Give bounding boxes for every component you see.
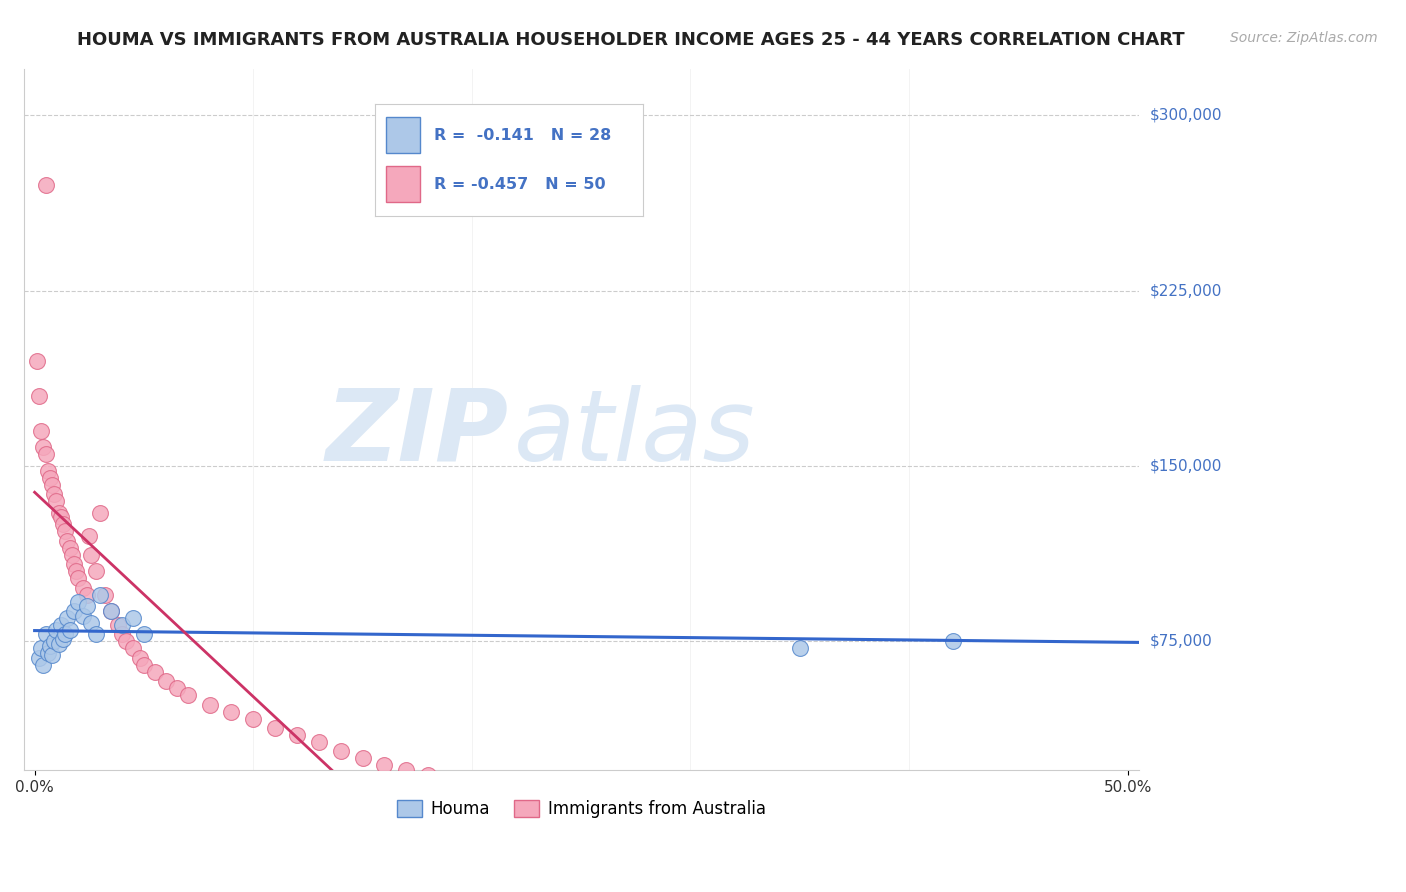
Point bbox=[176, 688, 198, 702]
Point bbox=[30, 641, 52, 656]
Point bbox=[107, 618, 129, 632]
Text: $75,000: $75,000 bbox=[1150, 634, 1212, 648]
Point bbox=[60, 548, 83, 562]
Point bbox=[49, 618, 72, 632]
Point bbox=[53, 627, 76, 641]
Legend: Houma, Immigrants from Australia: Houma, Immigrants from Australia bbox=[389, 793, 772, 825]
Point bbox=[39, 639, 62, 653]
Point bbox=[143, 665, 166, 679]
Point bbox=[59, 623, 82, 637]
Text: HOUMA VS IMMIGRANTS FROM AUSTRALIA HOUSEHOLDER INCOME AGES 25 - 44 YEARS CORRELA: HOUMA VS IMMIGRANTS FROM AUSTRALIA HOUSE… bbox=[77, 31, 1185, 49]
Point bbox=[942, 634, 965, 648]
Point bbox=[28, 650, 51, 665]
Point bbox=[264, 721, 287, 735]
Text: $300,000: $300,000 bbox=[1150, 108, 1222, 123]
Point bbox=[89, 588, 111, 602]
Point bbox=[53, 524, 76, 539]
Point bbox=[128, 650, 150, 665]
Point bbox=[100, 604, 122, 618]
Point bbox=[30, 424, 52, 438]
Point bbox=[56, 611, 79, 625]
Point bbox=[221, 705, 243, 719]
Point bbox=[37, 464, 59, 478]
Point bbox=[373, 758, 395, 772]
Point bbox=[111, 627, 134, 641]
Point bbox=[395, 763, 418, 777]
Point bbox=[285, 728, 308, 742]
Point bbox=[166, 681, 188, 695]
Point bbox=[89, 506, 111, 520]
Point bbox=[93, 588, 115, 602]
Point bbox=[72, 608, 94, 623]
Point bbox=[84, 564, 107, 578]
Point bbox=[67, 571, 90, 585]
Point bbox=[352, 751, 374, 765]
Point bbox=[132, 627, 155, 641]
Text: $150,000: $150,000 bbox=[1150, 458, 1222, 474]
Point bbox=[329, 744, 352, 758]
Point bbox=[242, 712, 264, 726]
Point bbox=[72, 581, 94, 595]
Point bbox=[41, 648, 63, 663]
Point bbox=[418, 767, 440, 781]
Point bbox=[32, 657, 55, 672]
Point bbox=[67, 594, 90, 608]
Point bbox=[44, 487, 66, 501]
Point bbox=[56, 533, 79, 548]
Point bbox=[45, 623, 67, 637]
Point bbox=[39, 471, 62, 485]
Point bbox=[198, 698, 221, 712]
Point bbox=[155, 674, 177, 689]
Point bbox=[111, 618, 134, 632]
Point bbox=[34, 627, 56, 641]
Point bbox=[49, 510, 72, 524]
Point bbox=[122, 611, 145, 625]
Point bbox=[32, 440, 55, 454]
Point bbox=[308, 735, 330, 749]
Point bbox=[84, 627, 107, 641]
Text: Source: ZipAtlas.com: Source: ZipAtlas.com bbox=[1230, 31, 1378, 45]
Point bbox=[34, 178, 56, 193]
Point bbox=[59, 541, 82, 555]
Point bbox=[48, 506, 70, 520]
Point bbox=[132, 657, 155, 672]
Point bbox=[44, 634, 66, 648]
Point bbox=[52, 517, 75, 532]
Point bbox=[48, 637, 70, 651]
Point bbox=[76, 599, 98, 614]
Point bbox=[34, 447, 56, 461]
Text: atlas: atlas bbox=[515, 384, 756, 482]
Point bbox=[52, 632, 75, 646]
Point bbox=[63, 604, 86, 618]
Point bbox=[122, 641, 145, 656]
Point bbox=[28, 389, 51, 403]
Point bbox=[115, 634, 138, 648]
Point bbox=[80, 548, 103, 562]
Point bbox=[41, 477, 63, 491]
Text: $225,000: $225,000 bbox=[1150, 283, 1222, 298]
Point bbox=[80, 615, 103, 630]
Point bbox=[789, 641, 811, 656]
Point bbox=[25, 353, 48, 368]
Point bbox=[100, 604, 122, 618]
Point bbox=[63, 558, 86, 572]
Point bbox=[76, 588, 98, 602]
Point bbox=[37, 646, 59, 660]
Point bbox=[45, 494, 67, 508]
Text: ZIP: ZIP bbox=[326, 384, 509, 482]
Point bbox=[65, 564, 87, 578]
Point bbox=[77, 529, 100, 543]
